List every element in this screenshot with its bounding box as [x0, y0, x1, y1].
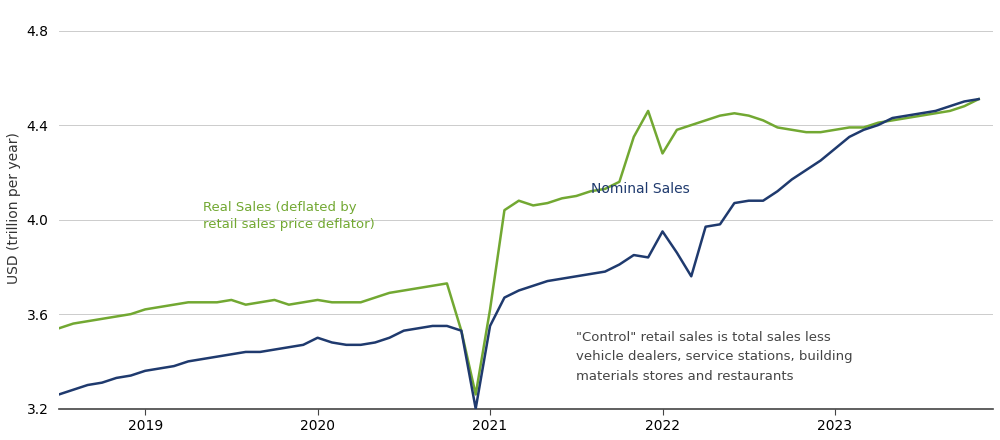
Text: Nominal Sales: Nominal Sales	[591, 182, 689, 196]
Text: Real Sales (deflated by
retail sales price deflator): Real Sales (deflated by retail sales pri…	[203, 201, 374, 231]
Text: "Control" retail sales is total sales less
vehicle dealers, service stations, bu: "Control" retail sales is total sales le…	[576, 330, 853, 383]
Y-axis label: USD (trillion per year): USD (trillion per year)	[7, 132, 21, 284]
